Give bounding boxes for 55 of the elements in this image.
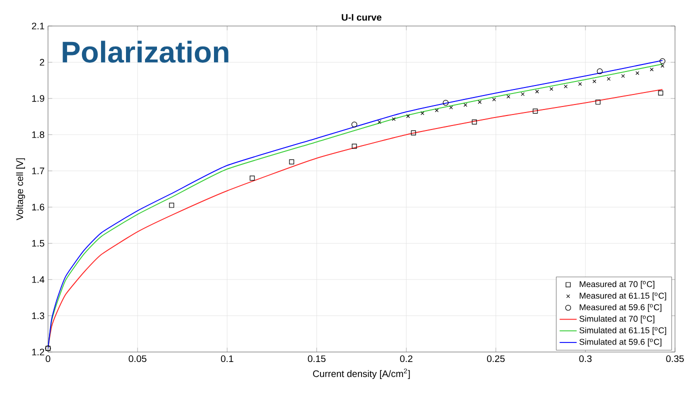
x-tick-label: 0.25: [487, 355, 505, 362]
legend-label: Simulated at 61.15 [$^{o}$C]: [579, 327, 666, 335]
point: [378, 120, 382, 124]
x-tick-label: 0.1: [220, 355, 234, 362]
point: [289, 159, 294, 164]
y-tick-label: 1.3: [32, 312, 44, 320]
point: [351, 122, 358, 128]
point: [410, 130, 416, 136]
point: [406, 114, 410, 118]
point: [464, 103, 468, 107]
point: [595, 100, 600, 105]
x-tick-label: 0.35: [666, 355, 684, 362]
annotation: Polarization: [62, 40, 228, 63]
point: [478, 100, 482, 104]
point: [550, 87, 554, 91]
point: [449, 106, 453, 110]
legend-label: Simulated at 70 [$^{o}$C]: [579, 316, 654, 324]
y-tick-label: 1.8: [32, 131, 44, 138]
legend-label: Measured at 59.6 [$^{o}$C]: [580, 304, 662, 312]
point: [352, 144, 357, 149]
y-tick-label: 1.5: [32, 240, 44, 247]
point: [660, 58, 666, 64]
point: [392, 117, 396, 121]
point: [660, 64, 664, 68]
x-tick-label: 0.2: [400, 355, 412, 362]
y-axis-title: Voltage cell [V]: [16, 158, 25, 220]
y-tick-label: 2.1: [32, 22, 44, 30]
y-tick-label: 1.2: [32, 348, 44, 356]
point: [472, 120, 477, 124]
point: [596, 68, 603, 74]
point: [250, 176, 255, 181]
chart-title: U-I curve: [342, 14, 382, 21]
y-tick-label: 1.9: [32, 95, 44, 102]
x-axis-title: Current density [A/cm$^{2}$]: [313, 368, 410, 379]
legend-label: Measured at 61.15 [$^{o}$C]: [580, 292, 666, 300]
x-tick-label: 0.3: [579, 355, 592, 362]
legend-label: Measured at 70 [$^{o}$C]: [580, 280, 654, 289]
point: [532, 108, 538, 114]
y-tick-label: 2: [40, 58, 44, 66]
point: [564, 84, 568, 88]
point: [442, 100, 449, 106]
x-tick-label: 0.15: [308, 355, 326, 362]
point: [658, 90, 664, 96]
point: [606, 77, 611, 81]
y-tick-label: 1.7: [32, 168, 44, 174]
point: [420, 111, 424, 116]
point: [169, 202, 174, 208]
y-tick-label: 1.4: [32, 276, 44, 283]
legend-label: Simulated at 59.6 [$^{o}$C]: [579, 338, 662, 347]
x-tick-label: 0.05: [128, 355, 146, 362]
y-tick-label: 1.6: [32, 204, 44, 210]
x-tick-label: 0: [46, 355, 50, 362]
point: [650, 68, 654, 72]
point: [434, 108, 439, 112]
point: [520, 92, 525, 96]
